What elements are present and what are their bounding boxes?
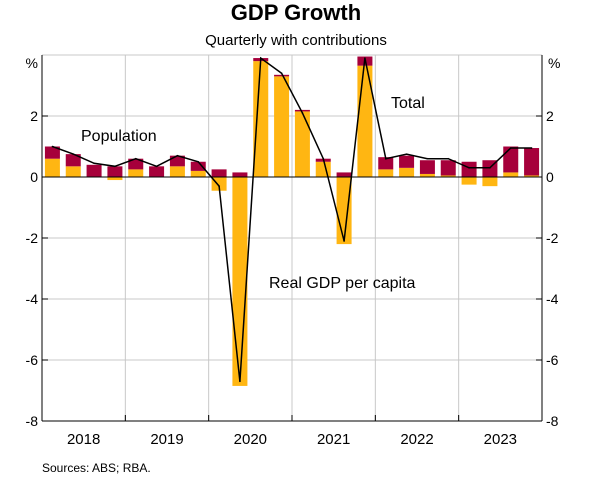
bar-population xyxy=(399,155,415,168)
bar-real-gdp-per-capita xyxy=(461,177,477,185)
total-point xyxy=(343,240,345,242)
y-tick-label-right: -2 xyxy=(546,230,559,246)
y-tick-label-right: -4 xyxy=(546,291,559,307)
bar-population xyxy=(169,155,185,167)
total-point xyxy=(51,145,54,148)
y-tick-label-left: 0 xyxy=(30,169,38,185)
bar-population xyxy=(419,160,435,174)
total-point xyxy=(405,153,408,155)
x-tick-label: 2022 xyxy=(400,431,433,448)
bar-real-gdp-per-capita xyxy=(419,173,435,177)
bar-population xyxy=(211,169,227,177)
bar-real-gdp-per-capita xyxy=(440,175,456,177)
total-point xyxy=(426,157,429,160)
bar-population xyxy=(378,157,394,170)
bar-population xyxy=(524,148,540,176)
right-unit-label: % xyxy=(548,55,560,71)
bar-real-gdp-per-capita xyxy=(232,177,248,386)
bar-real-gdp-per-capita xyxy=(399,167,415,177)
bar-population xyxy=(232,172,248,177)
bar-population xyxy=(86,164,102,177)
bar-real-gdp-per-capita xyxy=(482,177,498,187)
bar-real-gdp-per-capita xyxy=(253,61,269,177)
chart-subtitle: Quarterly with contributions xyxy=(205,32,387,49)
total-point xyxy=(197,160,200,163)
bar-population xyxy=(149,166,165,177)
total-point xyxy=(280,72,283,75)
total-point xyxy=(301,112,304,114)
bar-real-gdp-per-capita xyxy=(44,158,60,177)
bar-real-gdp-per-capita xyxy=(503,172,519,177)
y-tick-label-left: -8 xyxy=(26,413,39,429)
bars-group xyxy=(44,56,540,386)
total-line-group xyxy=(51,56,533,383)
bar-population xyxy=(503,146,519,173)
bar-real-gdp-per-capita xyxy=(128,169,144,177)
bar-real-gdp-per-capita xyxy=(294,111,310,177)
y-tick-label-left: -4 xyxy=(26,291,39,307)
total-point xyxy=(114,165,116,168)
bar-population xyxy=(461,161,477,177)
total-point xyxy=(72,153,75,155)
total-point xyxy=(384,157,387,160)
x-tick-labels: 2018 2019 2020 2021 2022 2023 xyxy=(67,415,517,448)
chart-title: GDP Growth xyxy=(231,0,361,25)
y-tick-labels: -8 -8 -6 -6 -4 -4 -2 -2 0 0 2 2 xyxy=(26,108,559,429)
y-tick-label-left: -6 xyxy=(26,352,39,368)
total-point xyxy=(468,167,470,169)
bar-population xyxy=(128,158,144,170)
total-point xyxy=(134,157,137,160)
y-tick-label-right: -6 xyxy=(546,352,559,368)
total-point xyxy=(259,57,262,59)
bar-real-gdp-per-capita xyxy=(274,76,290,177)
bar-population xyxy=(336,172,352,177)
x-tick-label: 2019 xyxy=(150,431,183,448)
bar-real-gdp-per-capita xyxy=(315,161,331,177)
total-annotation: Total xyxy=(391,95,425,112)
x-tick-label: 2021 xyxy=(317,431,350,448)
bar-population xyxy=(440,160,456,176)
total-point xyxy=(447,157,450,160)
bar-real-gdp-per-capita xyxy=(65,166,81,177)
x-tick-label: 2023 xyxy=(484,431,517,448)
total-point xyxy=(218,185,220,187)
total-point xyxy=(155,165,158,168)
y-tick-label-right: 2 xyxy=(546,108,554,124)
total-point xyxy=(93,162,95,165)
total-point xyxy=(509,147,512,149)
y-tick-label-left: -2 xyxy=(26,230,39,246)
bar-real-gdp-per-capita xyxy=(190,170,206,177)
bar-real-gdp-per-capita xyxy=(169,166,185,177)
y-tick-label-right: -8 xyxy=(546,413,559,429)
y-tick-label-left: 2 xyxy=(30,108,38,124)
y-tick-label-right: 0 xyxy=(546,169,554,185)
left-unit-label: % xyxy=(26,55,38,71)
total-point xyxy=(322,157,325,160)
total-point xyxy=(489,167,491,169)
bar-population xyxy=(190,161,206,171)
source-note: Sources: ABS; RBA. xyxy=(42,461,151,475)
bar-population xyxy=(44,146,60,159)
bar-population xyxy=(107,166,123,177)
bar-population xyxy=(274,74,290,77)
total-point xyxy=(176,154,179,157)
bar-real-gdp-per-capita xyxy=(524,175,540,177)
total-point xyxy=(364,57,366,59)
x-tick-label: 2020 xyxy=(234,431,267,448)
grid-lines xyxy=(42,54,542,421)
total-point xyxy=(530,147,533,149)
real-gdp-per-capita-annotation: Real GDP per capita xyxy=(269,275,416,292)
total-point xyxy=(239,380,241,383)
bar-real-gdp-per-capita xyxy=(378,169,394,177)
bar-population xyxy=(294,109,310,112)
bar-real-gdp-per-capita xyxy=(336,177,352,245)
bar-real-gdp-per-capita xyxy=(107,177,123,181)
bar-real-gdp-per-capita xyxy=(211,177,227,191)
x-tick-label: 2018 xyxy=(67,431,100,448)
population-annotation: Population xyxy=(81,128,157,145)
total-line xyxy=(52,56,532,382)
bar-population xyxy=(65,154,81,167)
